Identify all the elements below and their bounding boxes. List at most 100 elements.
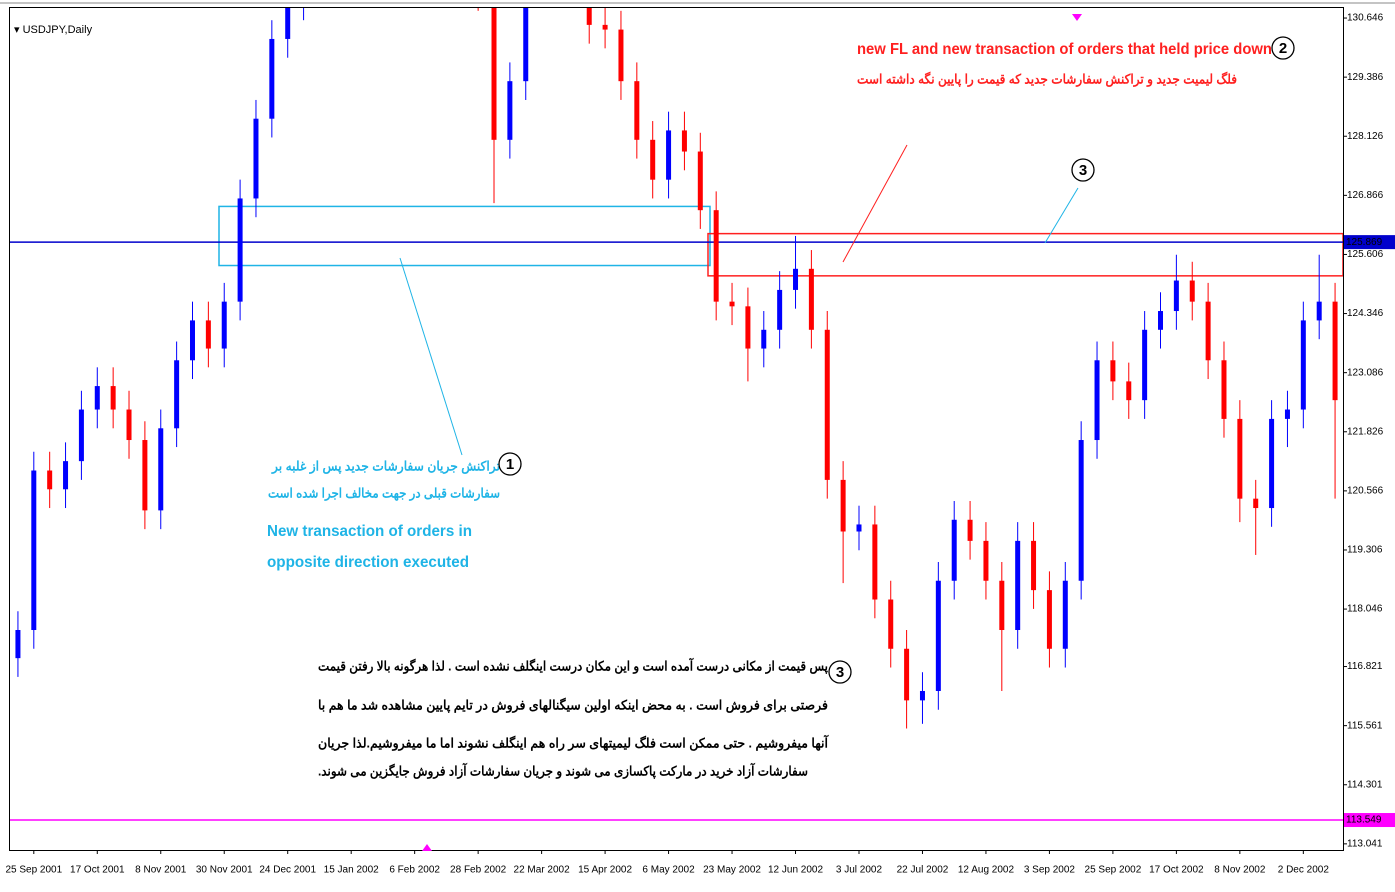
y-tick-label: 114.301	[1347, 779, 1383, 790]
y-tick-label: 120.566	[1347, 486, 1384, 497]
candle-body	[999, 580, 1005, 631]
number-circle	[1271, 36, 1295, 60]
candle-body	[237, 198, 243, 302]
candle-body	[951, 519, 957, 581]
price-label: 113.549	[1346, 815, 1382, 826]
number-circle	[498, 452, 522, 476]
candle-body	[618, 29, 624, 82]
candle-body	[840, 479, 846, 532]
chart-title: ▾ USDJPY,Daily	[14, 24, 93, 36]
candle-body	[285, 8, 291, 39]
number-label: 2	[1279, 40, 1287, 57]
x-tick-label: 15 Apr 2002	[578, 865, 632, 876]
y-tick-label: 113.041	[1347, 838, 1383, 849]
candle-body	[253, 118, 259, 199]
candle-body	[777, 289, 783, 330]
annotation: سفارشات قبلی در جهت مخالف اجرا شده است	[268, 485, 500, 501]
y-tick-label: 116.821	[1347, 661, 1383, 672]
plot	[10, 8, 1343, 821]
candle-body	[31, 470, 37, 631]
candle-body	[142, 440, 148, 511]
candle-body	[78, 409, 84, 462]
candle-body	[634, 81, 640, 140]
pointer-line	[1044, 187, 1079, 244]
candle-body	[666, 130, 672, 180]
price-label-bg	[1344, 235, 1395, 250]
price-label-bg	[1344, 813, 1395, 828]
annotation: opposite direction executed	[267, 554, 469, 571]
candle-body	[904, 648, 910, 701]
x-tick-label: 22 Mar 2002	[514, 865, 571, 876]
x-tick-label: 2 Dec 2002	[1278, 865, 1330, 876]
candle-body	[126, 409, 132, 441]
x-tick-label: 3 Jul 2002	[836, 865, 883, 876]
candle-body	[983, 540, 989, 581]
x-tick-label: 25 Sep 2001	[5, 865, 62, 876]
y-tick-label: 128.126	[1347, 131, 1384, 142]
annotation: سفارشات آزاد خرید در مارکت پاکسازی می شو…	[318, 762, 808, 779]
candle-body	[1332, 301, 1338, 401]
annotation: پس قیمت از مکانی درست آمده است و این مکا…	[318, 657, 828, 674]
y-tick-label: 129.386	[1347, 72, 1384, 83]
y-tick-label: 126.866	[1347, 190, 1384, 201]
candle-body	[110, 386, 116, 410]
candle-body	[1126, 381, 1132, 401]
candle-body	[919, 690, 925, 701]
candle-body	[935, 580, 941, 691]
zone	[218, 205, 711, 267]
number-circle	[828, 660, 852, 684]
candle-body	[205, 320, 211, 349]
candle-body	[681, 130, 687, 152]
candle-body	[1253, 498, 1259, 509]
candle-body	[94, 386, 100, 410]
x-tick-label: 12 Jun 2002	[768, 865, 823, 876]
x-tick-label: 8 Nov 2001	[135, 865, 187, 876]
y-tick-label: 124.346	[1347, 308, 1384, 319]
candle-body	[1316, 301, 1322, 321]
candle-body	[729, 301, 735, 307]
candle-body	[761, 329, 767, 349]
candle-body	[808, 268, 814, 330]
annotation: فلگ لیمیت جدید و تراکنش سفارشات جدید که …	[857, 70, 1237, 87]
candle-body	[523, 8, 529, 82]
price-label: 125.869	[1346, 237, 1383, 248]
plot-frame	[9, 7, 1344, 851]
candle-body	[507, 81, 513, 140]
number-label: 3	[836, 664, 844, 681]
candle-body	[1031, 540, 1037, 591]
x-tick-label: 17 Oct 2001	[70, 865, 125, 876]
candle-body	[221, 301, 227, 349]
candle-body	[697, 151, 703, 211]
annotation: New transaction of orders in	[267, 523, 472, 540]
pointer-line	[399, 257, 463, 456]
candle-body	[1062, 580, 1068, 649]
candle-body	[1237, 418, 1243, 499]
x-tick-label: 17 Oct 2002	[1149, 865, 1204, 876]
candle-body	[856, 524, 862, 532]
candle-body	[824, 329, 830, 480]
candle-body	[63, 461, 69, 490]
annotation: آنها میفروشیم . حتی ممکن است فلگ لیمیتها…	[318, 734, 829, 751]
marker	[1072, 14, 1082, 21]
candle-body	[1078, 440, 1084, 581]
y-tick-label: 125.606	[1347, 249, 1384, 260]
candle-body	[491, 8, 497, 140]
candle-body	[872, 524, 878, 600]
x-tick-label: 23 May 2002	[703, 865, 761, 876]
candle-body	[1094, 360, 1100, 441]
candle-body	[888, 599, 894, 649]
candle-body	[1300, 320, 1306, 410]
candle-body	[1284, 409, 1290, 419]
x-tick-label: 22 Jul 2002	[897, 865, 949, 876]
candle-body	[174, 360, 180, 429]
y-tick-label: 130.646	[1347, 13, 1384, 24]
candle-body	[1221, 360, 1227, 419]
y-tick-label: 123.086	[1347, 367, 1384, 378]
candle-body	[1269, 418, 1275, 509]
number-label: 1	[506, 456, 514, 473]
candle-body	[1205, 301, 1211, 361]
x-tick-label: 6 Feb 2002	[389, 865, 440, 876]
y-tick-label: 118.046	[1347, 604, 1383, 615]
